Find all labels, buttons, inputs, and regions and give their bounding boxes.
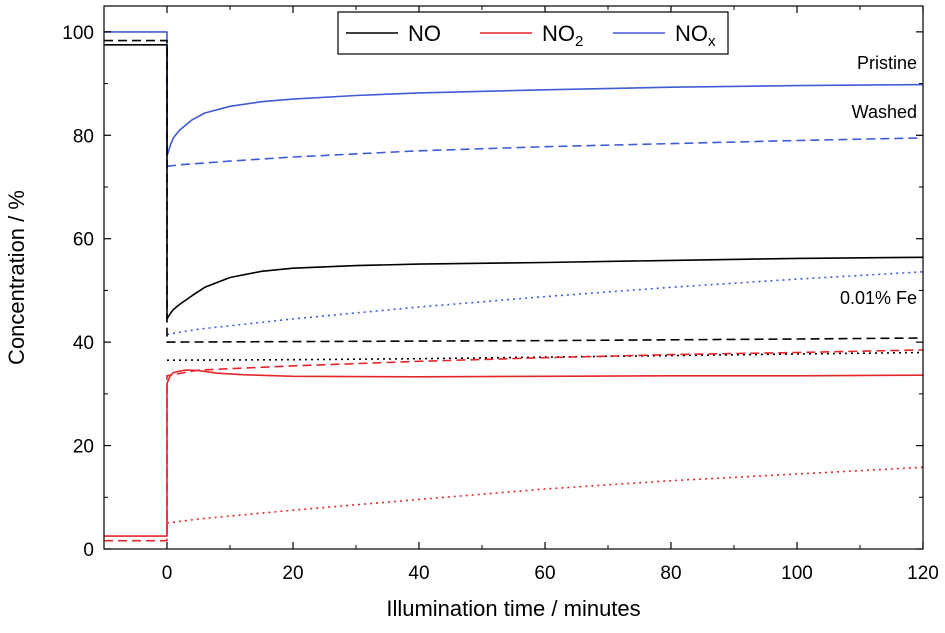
annotation-pristine: Pristine <box>857 53 917 73</box>
annotations: Pristine Washed 0.01% Fe <box>840 53 917 308</box>
y-tick-label: 80 <box>73 126 94 147</box>
x-tick-label: 100 <box>781 563 813 584</box>
x-tick-label: 120 <box>907 563 939 584</box>
series-line-nox-pristine <box>104 31 924 157</box>
y-axis-label: Concentration / % <box>4 190 29 365</box>
annotation-0-01-fe: 0.01% Fe <box>840 288 917 308</box>
y-tick-label: 20 <box>73 437 94 458</box>
y-tick-label: 100 <box>62 23 94 44</box>
y-tick-label: 60 <box>73 230 94 251</box>
y-tick-label: 0 <box>83 540 94 561</box>
legend-label-no: NO <box>408 21 441 46</box>
series-layer <box>104 31 924 542</box>
plot-frame <box>103 5 924 550</box>
x-tick-label: 0 <box>162 563 173 584</box>
y-tick-label: 40 <box>73 333 94 354</box>
series-line-no2-pristine <box>104 369 924 537</box>
x-tick-label: 20 <box>282 563 303 584</box>
legend: NO NO2 NOx <box>337 11 729 55</box>
x-tick-label: 80 <box>660 563 681 584</box>
annotation-washed: Washed <box>852 102 917 122</box>
x-tick-label: 60 <box>534 563 555 584</box>
series-line-no2-washed <box>104 349 924 542</box>
series-line-no-pristine <box>104 44 924 320</box>
series-line-nox-washed <box>166 137 924 168</box>
series-line-no-washed <box>104 39 924 343</box>
series-line-nox-0-01-fe <box>166 271 924 336</box>
x-tick-label: 40 <box>408 563 429 584</box>
series-line-no2-0-01-fe <box>166 466 924 524</box>
x-axis-label: Illumination time / minutes <box>386 596 640 621</box>
axis-ticks: 0 20 40 60 80 100 120 0 20 40 60 80 100 <box>62 6 939 584</box>
series-line-no-0-01-fe <box>166 351 924 361</box>
